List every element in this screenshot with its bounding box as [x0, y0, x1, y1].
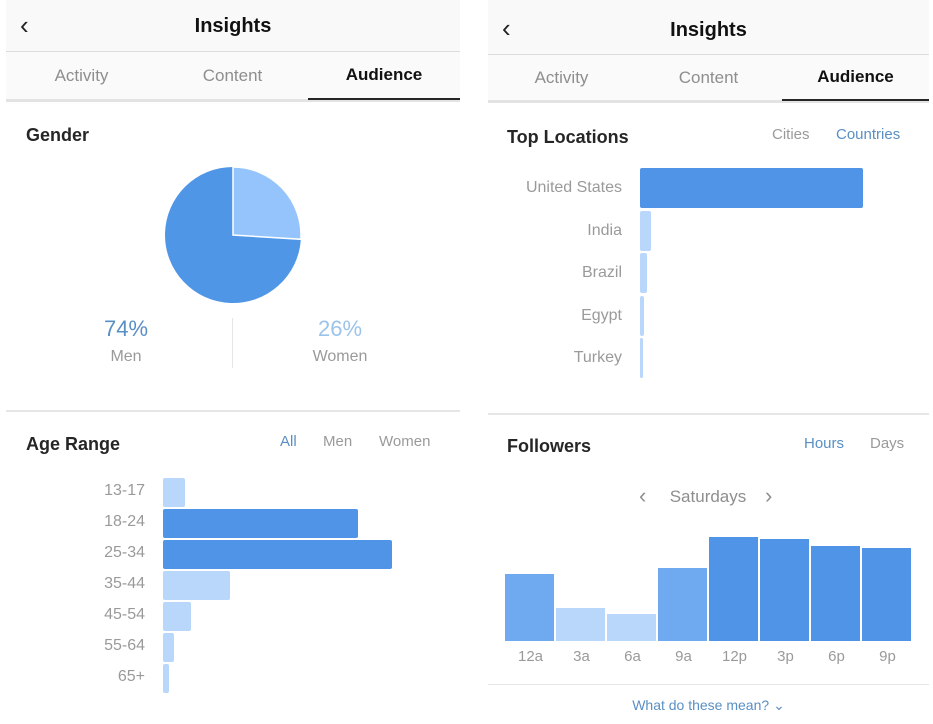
filter-days[interactable]: Days [870, 435, 905, 452]
hour-label: 3p [777, 648, 794, 665]
filter-all[interactable]: All [280, 433, 297, 450]
header: ‹ Insights [6, 0, 460, 52]
age-bar [163, 602, 191, 631]
age-bar [163, 664, 169, 693]
location-label: Brazil [581, 264, 622, 281]
age-label: 18-24 [104, 513, 145, 530]
gender-divider [232, 318, 233, 368]
tab-activity[interactable]: Activity [534, 67, 589, 87]
age-bar [163, 509, 359, 538]
hour-label: 3a [573, 648, 590, 665]
age-bar [163, 571, 231, 600]
chevron-down-icon: ⌄ [773, 697, 785, 713]
what-do-these-mean-link[interactable]: What do these mean? ⌄ [488, 697, 929, 714]
follower-bar [607, 613, 656, 641]
day-label: Saturdays [669, 487, 747, 506]
follower-bar [760, 539, 809, 641]
tab-bar: Activity Content Audience [488, 55, 929, 103]
men-percent: 74% [103, 316, 149, 341]
age-bar [163, 540, 392, 569]
tab-bar: Activity Content Audience [6, 52, 460, 102]
age-range-title: Age Range [26, 434, 121, 454]
age-label: 25-34 [104, 544, 145, 561]
follower-bar [556, 607, 605, 641]
followers-chart: 12a 3a 6a 9a 12p 3p 6p 9p [505, 520, 911, 670]
location-bar [640, 295, 644, 336]
header: ‹ Insights [488, 0, 929, 55]
age-label: 35-44 [104, 575, 145, 592]
page-title: Insights [670, 19, 747, 41]
hour-label: 6a [624, 648, 641, 665]
tab-content[interactable]: Content [202, 65, 263, 85]
top-locations-title: Top Locations [507, 127, 629, 147]
women-label: Women [312, 348, 368, 365]
footer-divider [488, 684, 929, 685]
hour-label: 9a [675, 648, 692, 665]
location-label: India [587, 221, 622, 239]
location-label: Egypt [581, 306, 622, 324]
chevron-right-icon[interactable]: › [765, 483, 773, 508]
age-range-chart: 13-17 18-24 25-34 35-44 45-54 55-64 65+ [6, 478, 460, 698]
hour-label: 6p [828, 648, 845, 665]
follower-bar [709, 537, 758, 641]
filter-men[interactable]: Men [323, 433, 353, 450]
age-label: 65+ [117, 668, 145, 685]
location-label: United States [525, 179, 622, 196]
chevron-left-icon[interactable]: ‹ [639, 483, 647, 508]
location-label: Turkey [573, 349, 622, 366]
hour-label: 12p [721, 648, 748, 665]
filter-women[interactable]: Women [379, 433, 431, 450]
age-bar [163, 478, 186, 507]
women-percent: 26% [317, 316, 363, 341]
follower-bar [811, 546, 860, 641]
page-title: Insights [194, 15, 272, 37]
follower-bar [505, 574, 554, 641]
filter-cities[interactable]: Cities [772, 126, 810, 143]
hour-label: 12a [517, 648, 544, 665]
age-bar [163, 633, 175, 662]
tab-activity[interactable]: Activity [54, 65, 109, 85]
follower-bar [862, 548, 911, 641]
tab-audience[interactable]: Audience [782, 55, 929, 101]
section-divider [488, 413, 929, 415]
back-button[interactable]: ‹ [502, 13, 511, 43]
left-screen: ‹ Insights Activity Content Audience Gen… [6, 0, 460, 724]
age-label: 13-17 [104, 482, 145, 499]
right-screen: ‹ Insights Activity Content Audience Top… [488, 0, 929, 724]
age-label: 55-64 [104, 637, 145, 654]
location-bar [640, 253, 647, 293]
gender-title: Gender [26, 125, 90, 145]
back-button[interactable]: ‹ [20, 10, 29, 40]
tab-content[interactable]: Content [678, 67, 739, 87]
filter-hours[interactable]: Hours [804, 435, 845, 452]
location-bar [640, 168, 863, 208]
age-label: 45-54 [104, 606, 145, 623]
follower-bar [658, 568, 707, 641]
location-bar [640, 210, 651, 251]
filter-countries[interactable]: Countries [836, 126, 901, 143]
pie-slice-women [232, 166, 302, 241]
gender-pie-chart [165, 166, 302, 303]
men-label: Men [110, 348, 142, 365]
hour-label: 9p [879, 648, 896, 665]
link-text: What do these mean? [632, 697, 770, 713]
tab-audience[interactable]: Audience [308, 52, 460, 100]
followers-title: Followers [507, 436, 592, 456]
location-bar [640, 338, 643, 378]
top-locations-chart: United States India Brazil Egypt Turkey [488, 168, 929, 383]
section-divider [6, 410, 460, 412]
